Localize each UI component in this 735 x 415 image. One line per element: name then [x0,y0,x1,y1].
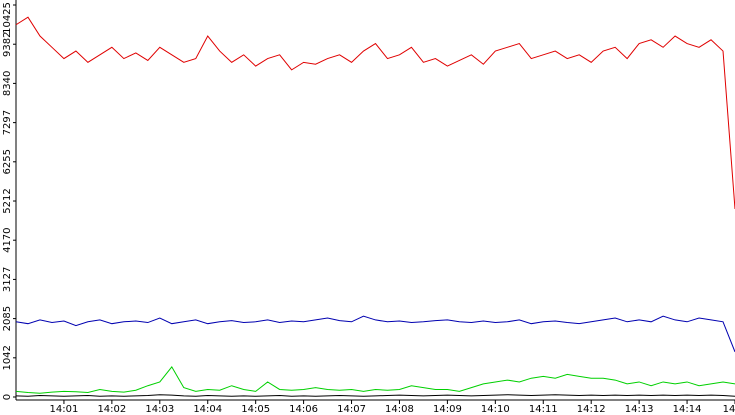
y-tick-label: 5212 [2,188,13,213]
series-line [15,394,735,397]
x-tick-label: 14:04 [193,404,222,415]
x-tick-label: 14:12 [577,404,606,415]
x-tick-label: 14:07 [337,404,366,415]
y-tick-label: 1042 [2,345,13,370]
x-tick-label: 14:03 [145,404,174,415]
y-tick-label: 9382 [2,31,13,56]
series-line [15,366,735,394]
x-tick-label: 14:09 [433,404,462,415]
y-tick-label: 7297 [2,110,13,135]
y-tick-label: 6255 [2,149,13,174]
x-tick-label: 14:02 [97,404,126,415]
x-tick-label: 14 [723,404,735,415]
series-line [15,315,735,353]
x-tick-label: 14:05 [241,404,270,415]
y-tick-label: 0 [2,394,13,400]
x-tick-label: 14:08 [385,404,414,415]
x-tick-label: 14:06 [289,404,318,415]
series-line [15,16,735,210]
y-tick-label: 10425 [2,2,13,34]
x-tick-label: 14:14 [673,404,702,415]
x-tick-label: 14:10 [481,404,510,415]
y-tick-label: 4170 [2,227,13,252]
x-tick-label: 14:11 [529,404,558,415]
x-tick-label: 14:01 [50,404,79,415]
x-tick-label: 14:13 [625,404,654,415]
y-tick-label: 3127 [2,267,13,292]
y-tick-label: 8340 [2,71,13,96]
y-tick-label: 2085 [2,306,13,331]
